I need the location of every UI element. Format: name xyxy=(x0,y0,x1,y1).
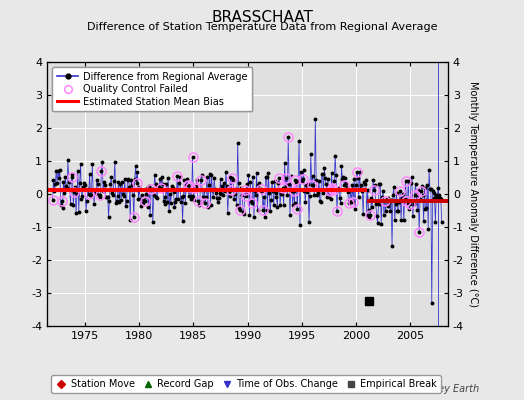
Text: Difference of Station Temperature Data from Regional Average: Difference of Station Temperature Data f… xyxy=(87,22,437,32)
Y-axis label: Monthly Temperature Anomaly Difference (°C): Monthly Temperature Anomaly Difference (… xyxy=(468,81,478,307)
Legend: Station Move, Record Gap, Time of Obs. Change, Empirical Break: Station Move, Record Gap, Time of Obs. C… xyxy=(51,375,441,393)
Legend: Difference from Regional Average, Quality Control Failed, Estimated Station Mean: Difference from Regional Average, Qualit… xyxy=(52,67,253,112)
Text: BRASSCHAAT: BRASSCHAAT xyxy=(211,10,313,25)
Text: Berkeley Earth: Berkeley Earth xyxy=(407,384,479,394)
